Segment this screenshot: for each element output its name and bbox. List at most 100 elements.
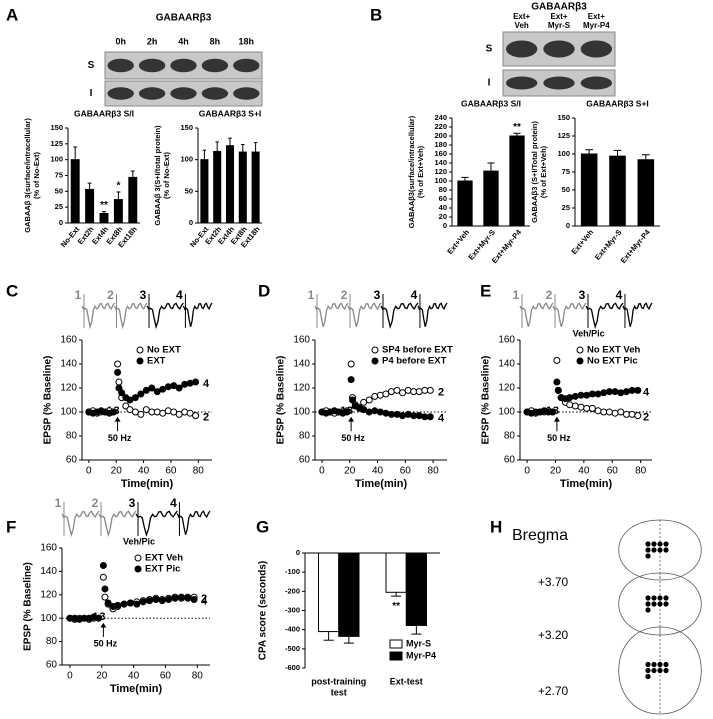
significance: * [116,181,120,192]
y-axis-label: EPSP (% Baseline) [43,356,54,445]
data-point [365,408,373,416]
lane-label: Ext+ [550,12,567,21]
chart-title: GABAARβ3 S+I [199,108,262,118]
y-tick-label: 50 [185,186,193,195]
legend-marker [576,357,584,365]
legend-label: EXT [147,356,166,367]
data-point [177,593,185,601]
data-point [553,356,561,364]
data-point [393,410,401,418]
curve-label: 2 [438,386,444,398]
panel-label: B [370,5,382,24]
stimulus-label: 50 Hz [94,638,118,648]
data-point [404,386,412,394]
data-point [190,595,198,603]
trace-label: 2 [341,288,348,302]
legend-label: EXT Veh [145,553,183,564]
data-point [571,402,579,410]
data-point [95,614,103,622]
trace-label: 4 [170,496,177,510]
bar [338,552,360,637]
y-tick-label: 100 [434,176,447,185]
site-dot [663,661,669,668]
row-label: I [488,78,491,89]
bar [225,145,235,224]
epsp-trace [552,302,587,327]
y-tick-label: 160 [60,335,77,346]
data-point [175,384,183,392]
data-point [101,593,109,601]
y-tick-label: 150 [50,123,63,132]
panel-label: E [480,281,491,300]
curve-label: 4 [438,413,445,425]
stimulus-arrowhead [100,622,107,628]
bar [609,155,626,227]
trace-label: 2 [107,288,114,302]
stimulus-label: 50 Hz [547,433,571,443]
data-point [594,390,602,398]
data-point [588,404,596,412]
y-tick-label: 180 [434,140,447,149]
data-point [360,398,368,406]
y-tick-label: 140 [498,359,515,370]
x-tick-label: 60 [165,466,177,477]
blot-band [543,40,575,58]
data-point [148,384,156,392]
x-tick-label: 0 [319,466,325,477]
y-tick-label: 120 [60,383,77,394]
lane-label: 0h [115,36,126,46]
y-tick-label: 100 [50,155,63,164]
legend-marker [134,554,142,562]
data-point [549,408,557,416]
y-tick-label: 75 [562,167,570,176]
sub-label: Veh/Pic [573,328,605,338]
legend-marker [136,357,144,365]
data-point [622,388,630,396]
data-point [577,391,585,399]
data-point [600,408,608,416]
y-tick-label: 80 [504,431,516,442]
bar [213,150,222,224]
y-axis-label: GABAAβ 3(S+I/total protein) [153,125,162,226]
y-tick-label: 25 [562,203,570,212]
x-tick-label: Ext+Veh [569,227,595,256]
data-point [165,595,173,603]
panel-label: C [6,281,18,300]
data-point [605,408,613,416]
data-point [133,600,141,608]
bar [405,552,427,626]
y-tick-label: -400 [285,625,300,634]
y-tick-label: 125 [50,139,63,148]
curve-label: 2 [203,412,209,424]
epsp-trace [622,302,653,327]
y-tick-label: 0 [59,218,63,227]
lane-label: Myr-P4 [583,21,610,30]
epsp-trace [182,302,213,327]
y-tick-label: 80 [66,431,78,442]
y-tick-label: -300 [285,605,300,614]
y-tick-label: 120 [498,383,515,394]
blot-band [201,58,229,73]
x-axis-label: Time(min) [110,683,163,695]
site-dot [657,547,663,553]
trace-label: 3 [129,496,136,510]
legend-label: SP4 before EXT [382,345,453,356]
data-point [628,386,636,394]
data-point [126,599,134,607]
y-tick-label: 50 [55,186,63,195]
epsp-trace [314,302,349,327]
brain-section [618,519,702,581]
bar [509,135,525,227]
epsp-trace [176,510,211,535]
site-dot [657,541,663,547]
x-tick-label: 80 [635,466,647,477]
y-tick-label: 140 [60,359,77,370]
x-tick-label: 60 [160,671,172,682]
data-point [120,600,128,608]
x-tick-label: Ext+Myr-P4 [619,227,653,265]
bar [483,170,499,227]
y-tick-label: 160 [40,543,57,554]
data-point [109,408,117,416]
data-point [415,388,423,396]
